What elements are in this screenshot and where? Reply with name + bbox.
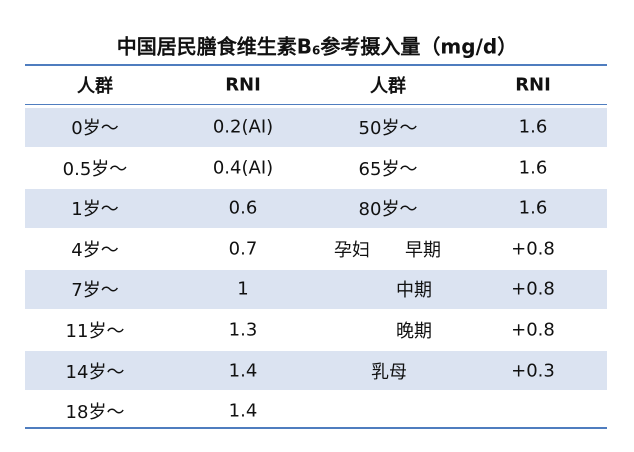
title-sub: 6	[312, 43, 321, 58]
cell: +0.8	[511, 278, 555, 300]
cell: 0.5岁～	[62, 158, 128, 180]
group-label: 孕妇	[334, 239, 370, 261]
header-cell: RNI	[515, 74, 551, 96]
cell: 1.6	[518, 116, 548, 138]
cell: +0.8	[511, 238, 555, 260]
cell: 1岁～	[71, 199, 119, 221]
cell: 80岁～	[358, 199, 418, 221]
cell: 1	[237, 278, 249, 300]
title-main: 中国居民膳食维生素B	[116, 34, 313, 59]
cell: 0.2(AI)	[212, 116, 274, 138]
cell: 0.7	[228, 238, 258, 260]
top-rule	[25, 64, 607, 66]
row-shade	[25, 188, 607, 228]
row-shade	[25, 107, 607, 147]
cell: 1.4	[228, 360, 258, 382]
cell: 0岁～	[71, 118, 119, 139]
cell: 1.3	[228, 319, 258, 341]
cell: 1.6	[518, 197, 548, 219]
cell: 18岁～	[65, 402, 125, 424]
header-cell: 人群	[77, 76, 113, 97]
cell: 1.4	[228, 400, 258, 422]
cell: 乳母	[371, 361, 407, 383]
cell: 50岁～	[358, 118, 418, 139]
title: 中国居民膳食维生素B6参考摄入量（mg/d）	[117, 31, 517, 60]
cell: 中期	[396, 280, 432, 302]
cell: 晚期	[396, 321, 432, 342]
cell: 14岁～	[65, 361, 125, 383]
cell: 0.6	[228, 197, 258, 219]
header-rule	[25, 104, 607, 105]
cell: 65岁～	[358, 158, 418, 180]
cell: 4岁～	[71, 239, 119, 261]
header-cell: 人群	[370, 76, 406, 97]
row-shade	[25, 269, 607, 309]
row-shade	[25, 351, 607, 391]
cell: +0.3	[511, 360, 555, 382]
cell: +0.8	[511, 319, 555, 341]
cell: 1.6	[518, 157, 548, 179]
bottom-rule	[25, 427, 607, 429]
cell: 7岁～	[71, 280, 119, 302]
header-cell: RNI	[225, 74, 261, 96]
cell: 11岁～	[65, 321, 125, 342]
cell: 0.4(AI)	[212, 157, 274, 179]
cell: 早期	[405, 239, 441, 261]
title-rest: 参考摄入量（mg/d）	[320, 34, 518, 59]
